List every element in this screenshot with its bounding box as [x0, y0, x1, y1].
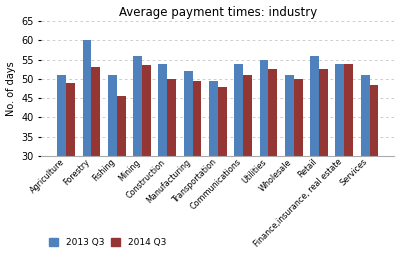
Bar	[133, 56, 142, 156]
Bar	[92, 67, 100, 156]
Bar	[108, 75, 117, 156]
Bar	[361, 75, 370, 156]
Bar	[243, 75, 252, 156]
Bar	[294, 79, 302, 156]
Bar	[319, 69, 328, 156]
Bar	[234, 63, 243, 156]
Bar	[336, 63, 344, 156]
Legend: 2013 Q3, 2014 Q3: 2013 Q3, 2014 Q3	[46, 235, 170, 251]
Bar	[209, 81, 218, 156]
Bar	[66, 83, 75, 156]
Bar	[57, 75, 66, 156]
Bar	[167, 79, 176, 156]
Bar	[117, 96, 126, 156]
Bar	[158, 63, 167, 156]
Bar	[285, 75, 294, 156]
Bar	[218, 87, 227, 156]
Bar	[142, 65, 151, 156]
Bar	[184, 71, 192, 156]
Bar	[344, 63, 353, 156]
Bar	[310, 56, 319, 156]
Y-axis label: No. of days: No. of days	[6, 61, 16, 116]
Bar	[192, 81, 202, 156]
Bar	[260, 60, 268, 156]
Bar	[82, 40, 92, 156]
Title: Average payment times: industry: Average payment times: industry	[119, 6, 317, 19]
Bar	[268, 69, 277, 156]
Bar	[370, 85, 378, 156]
